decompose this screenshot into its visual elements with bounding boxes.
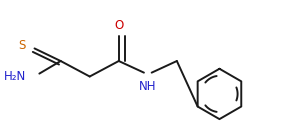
Text: NH: NH <box>139 80 156 93</box>
Text: H₂N: H₂N <box>3 70 26 83</box>
Text: S: S <box>18 39 26 52</box>
Text: O: O <box>114 19 123 32</box>
